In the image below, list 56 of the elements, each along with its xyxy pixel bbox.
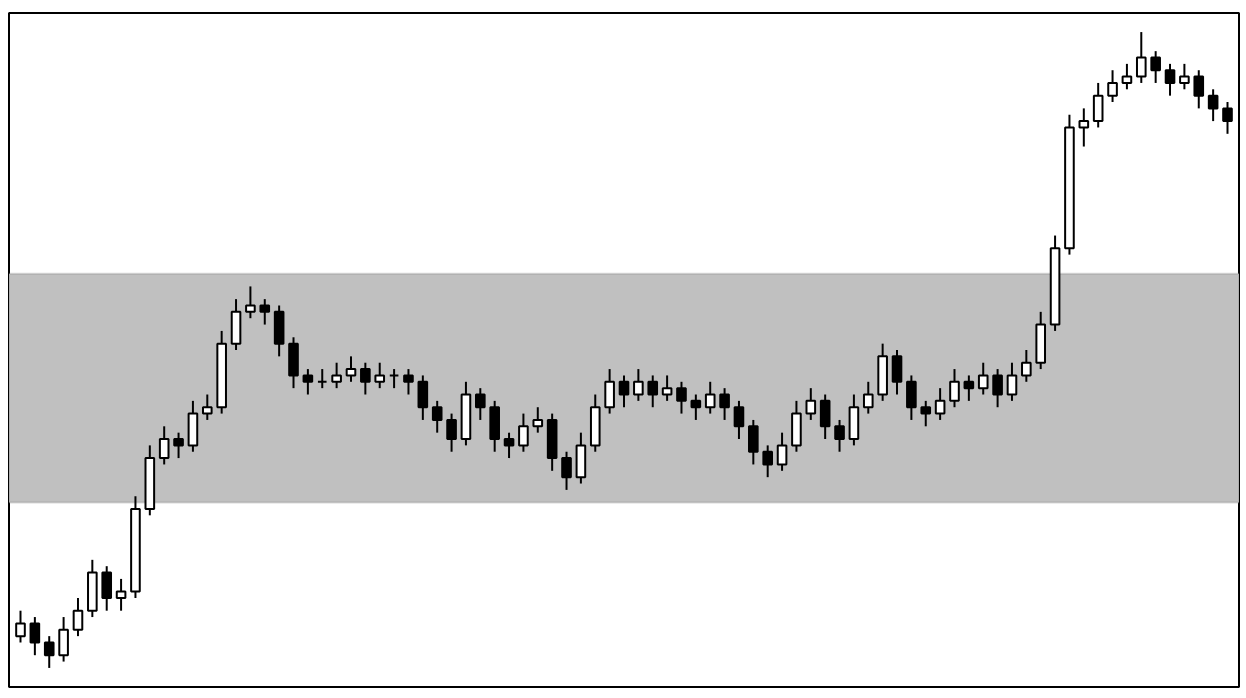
candlestick <box>1107 69 1118 104</box>
candlestick <box>589 393 601 453</box>
candlestick <box>1121 62 1133 91</box>
candlestick <box>475 387 486 421</box>
candlestick <box>546 412 558 472</box>
candlestick <box>561 450 572 491</box>
candlestick <box>762 444 773 479</box>
candlestick <box>403 368 414 396</box>
candlestick <box>963 374 975 402</box>
candlestick <box>1035 310 1047 371</box>
candlestick <box>431 399 443 434</box>
candlestick <box>834 418 845 453</box>
candlestick <box>748 418 759 466</box>
candlestick <box>1092 81 1104 129</box>
candlestick <box>201 393 213 421</box>
candlestick <box>1164 62 1176 97</box>
candlestick <box>331 361 342 390</box>
candlestick <box>72 596 84 638</box>
candlestick <box>891 349 903 396</box>
candlestick <box>115 577 127 612</box>
candlestick <box>173 431 184 460</box>
candlestick <box>1021 349 1032 383</box>
candlestick <box>604 368 615 415</box>
candlestick <box>15 609 26 644</box>
candlestick <box>29 616 41 657</box>
candlestick <box>532 406 544 434</box>
candlestick <box>661 374 673 402</box>
candlestick <box>446 412 457 453</box>
candlestick <box>676 380 687 415</box>
candlestick <box>460 380 472 447</box>
candlestick <box>518 412 529 453</box>
candlestick <box>848 393 860 447</box>
candlestick <box>273 304 285 358</box>
candlestick <box>1222 101 1233 135</box>
candlestick <box>503 431 515 460</box>
candlestick <box>288 336 299 390</box>
candlestick <box>934 387 946 421</box>
candlestick <box>345 355 357 383</box>
candlestick <box>690 393 702 421</box>
candlestick <box>230 298 242 351</box>
candlestick <box>187 399 199 453</box>
candlestick <box>417 374 429 421</box>
candlestick <box>575 431 587 485</box>
candlestick <box>920 399 932 428</box>
candlestick <box>1078 107 1090 148</box>
candlestick <box>819 393 831 441</box>
candlestick <box>733 399 745 441</box>
candlestick <box>618 374 630 409</box>
candlestick <box>949 368 960 409</box>
candlestick <box>906 374 917 421</box>
candlestick <box>1207 88 1219 123</box>
candlestick <box>489 399 500 453</box>
candlestick <box>158 425 170 466</box>
candlestick <box>302 368 314 396</box>
candlestick <box>776 431 788 472</box>
candlestick <box>1006 361 1018 402</box>
